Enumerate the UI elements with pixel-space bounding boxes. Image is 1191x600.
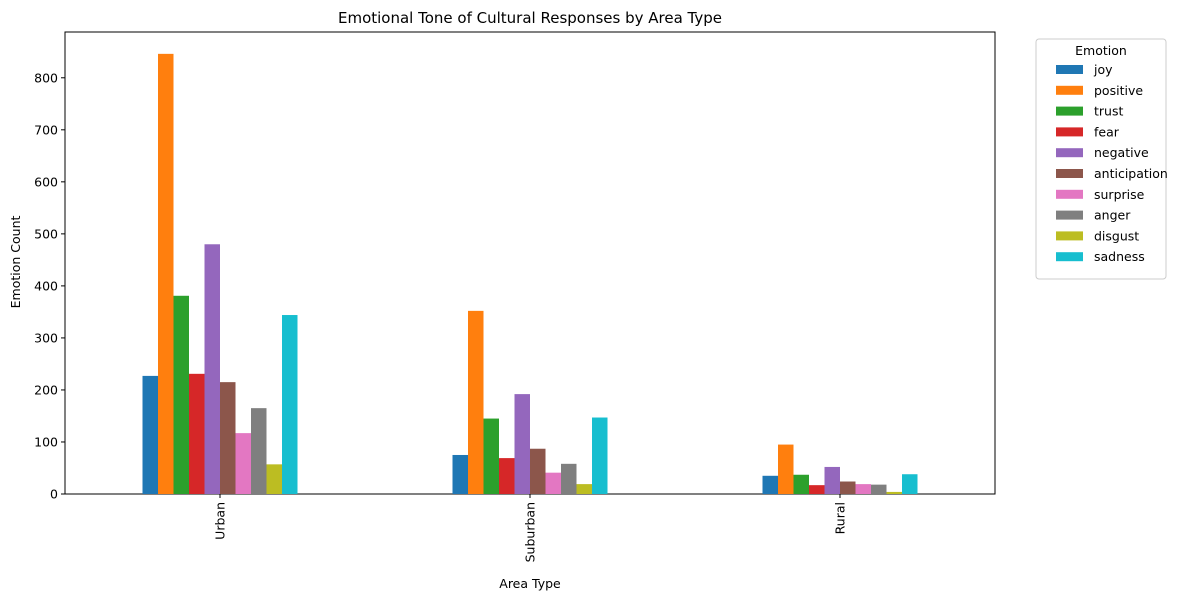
legend-label-anticipation: anticipation: [1094, 166, 1168, 181]
y-tick-label: 400: [34, 278, 58, 293]
y-tick-label: 100: [34, 434, 58, 449]
bar-sadness-suburban: [592, 417, 608, 494]
legend-label-sadness: sadness: [1094, 249, 1145, 264]
bar-surprise-suburban: [545, 472, 561, 494]
x-tick-label: Suburban: [523, 502, 538, 562]
y-tick-label: 0: [50, 487, 58, 502]
legend-swatch-trust: [1056, 106, 1083, 116]
bar-sadness-rural: [902, 474, 918, 494]
legend-label-fear: fear: [1094, 124, 1120, 139]
legend-swatch-negative: [1056, 148, 1083, 158]
bar-fear-suburban: [499, 458, 515, 494]
bar-joy-rural: [762, 475, 778, 494]
bar-positive-suburban: [468, 310, 484, 494]
bar-positive-rural: [778, 444, 794, 494]
y-axis: 0 100 200 300 400 500 600 700 800: [34, 70, 65, 502]
x-tick-label: Urban: [213, 502, 228, 540]
y-axis-label: Emotion Count: [8, 216, 23, 309]
bar-trust-rural: [793, 474, 809, 494]
bars: [142, 53, 918, 495]
legend-label-anger: anger: [1094, 208, 1131, 223]
legend-label-joy: joy: [1093, 62, 1113, 77]
legend-label-surprise: surprise: [1094, 187, 1145, 202]
x-axis: Urban Suburban Rural: [213, 494, 848, 562]
bar-negative-urban: [204, 244, 220, 494]
legend-swatch-anticipation: [1056, 169, 1083, 178]
y-tick-label: 200: [34, 382, 58, 397]
bar-surprise-rural: [855, 484, 871, 494]
legend-items: joy positive trust fear negative anticipation…: [1056, 62, 1168, 264]
y-tick-label: 800: [34, 70, 58, 85]
bar-anticipation-suburban: [530, 448, 546, 494]
legend: Emotion joy positive trust fear negative anti…: [1035, 38, 1168, 280]
y-tick-label: 300: [34, 330, 58, 345]
bar-anger-urban: [251, 408, 267, 494]
bar-anticipation-urban: [220, 382, 236, 494]
bar-trust-urban: [173, 295, 189, 494]
x-tick-label: Rural: [833, 502, 848, 534]
legend-label-negative: negative: [1094, 145, 1149, 160]
bar-negative-suburban: [514, 394, 530, 494]
chart-title: Emotional Tone of Cultural Responses by …: [338, 9, 722, 27]
legend-label-disgust: disgust: [1094, 228, 1139, 243]
legend-swatch-positive: [1056, 85, 1083, 95]
bar-positive-urban: [158, 53, 174, 495]
y-tick-label: 500: [34, 226, 58, 241]
bar-disgust-rural: [886, 491, 902, 494]
bar-negative-rural: [824, 466, 840, 494]
bar-disgust-urban: [266, 464, 282, 494]
legend-title: Emotion: [1075, 43, 1127, 58]
bar-joy-suburban: [452, 454, 468, 494]
bar-anticipation-rural: [840, 481, 856, 494]
plot-area: 0 100 200 300 400 500 600 700 800 Urban Suburban R…: [34, 31, 996, 562]
bar-fear-urban: [189, 373, 205, 494]
legend-label-positive: positive: [1094, 83, 1143, 98]
x-axis-label: Area Type: [499, 576, 561, 591]
legend-swatch-anger: [1056, 210, 1083, 220]
bar-disgust-suburban: [576, 484, 592, 494]
bar-sadness-urban: [282, 315, 298, 494]
legend-swatch-disgust: [1056, 231, 1083, 241]
bar-joy-urban: [142, 375, 158, 494]
bar-anger-rural: [871, 484, 887, 494]
legend-swatch-fear: [1056, 127, 1083, 137]
legend-swatch-surprise: [1056, 189, 1083, 199]
bar-anger-suburban: [561, 463, 577, 494]
y-tick-label: 600: [34, 174, 58, 189]
bar-surprise-urban: [235, 433, 251, 494]
legend-label-trust: trust: [1094, 104, 1123, 119]
legend-swatch-sadness: [1056, 252, 1083, 262]
bar-trust-suburban: [483, 418, 499, 494]
bar-fear-rural: [809, 485, 825, 494]
legend-swatch-joy: [1056, 65, 1083, 74]
y-tick-label: 700: [34, 122, 58, 137]
